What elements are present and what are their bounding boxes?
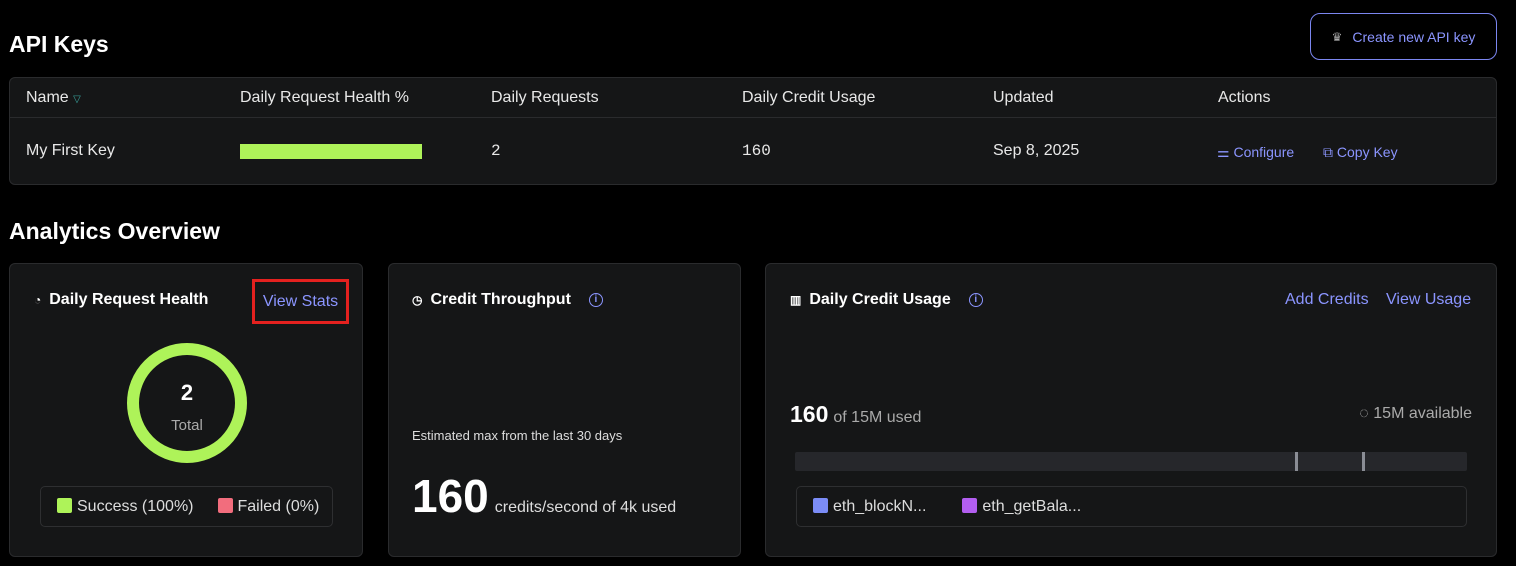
health-legend: Success (100%) Failed (0%) [40,486,333,527]
health-title: ◔ Daily Request Health [34,291,209,308]
info-icon[interactable]: i [588,293,603,307]
pie-chart-icon: ◔ [34,293,42,307]
configure-button[interactable]: ⚌ Configure [1217,144,1295,160]
methods-legend: eth_blockN... eth_getBala... [796,486,1467,527]
updated-date: Sep 8, 2025 [993,142,1080,159]
copy-key-button[interactable]: ⧉ Copy Key [1323,144,1398,160]
table-header: Name ▽ Daily Request Health % Daily Requ… [10,78,1496,118]
usage-marker [1295,452,1298,471]
usage-summary: 160 of 15M used [790,401,922,427]
column-actions: Actions [1218,89,1271,106]
legend-failed: Failed (0%) [217,497,319,516]
bar-chart-icon: ▥ [790,293,802,307]
total-count: 2 [180,380,194,405]
gauge-icon: ◷ [412,293,423,307]
throughput-value: 160 credits/second of 4k used [412,470,677,522]
analytics-title: Analytics Overview [9,218,220,244]
legend-method: eth_blockN... [813,497,926,516]
column-health: Daily Request Health % [240,89,409,106]
health-bar [240,144,422,159]
create-api-key-button[interactable]: ♛ Create new API key [1310,13,1497,60]
usage-marker [1362,452,1365,471]
sliders-icon: ⚌ [1217,144,1230,160]
api-keys-table: Name ▽ Daily Request Health % Daily Requ… [9,77,1497,185]
column-name[interactable]: Name ▽ [26,89,81,106]
copy-icon: ⧉ [1323,144,1333,160]
daily-credit-usage: 160 [742,142,771,160]
daily-requests: 2 [491,142,501,160]
view-usage-link[interactable]: View Usage [1386,291,1472,308]
gauge-icon: ◌ [1359,405,1369,422]
credit-throughput-card: ◷ Credit Throughput i Estimated max from t… [388,263,741,557]
available-credits: ◌ 15M available [1359,405,1472,422]
column-requests: Daily Requests [491,89,599,106]
page-title: API Keys [9,31,109,57]
daily-request-health-card: ◔ Daily Request Health View Stats 2 Total… [9,263,363,557]
view-stats-link[interactable]: View Stats [252,279,349,324]
info-icon[interactable]: i [968,293,983,307]
legend-method: eth_getBala... [962,497,1081,516]
usage-bar [795,452,1467,471]
key-name[interactable]: My First Key [26,142,115,159]
legend-success: Success (100%) [57,497,194,516]
total-label: Total [171,417,203,434]
donut-success-ring [127,343,247,463]
usage-title: ▥ Daily Credit Usage i [790,291,983,309]
sort-icon: ▽ [73,94,81,105]
crown-icon: ♛ [1331,29,1343,44]
daily-credit-usage-card: ▥ Daily Credit Usage i Add Credits View Us… [765,263,1497,557]
column-credit-usage: Daily Credit Usage [742,89,876,106]
column-updated: Updated [993,89,1054,106]
add-credits-link[interactable]: Add Credits [1285,291,1369,308]
throughput-caption: Estimated max from the last 30 days [412,428,623,443]
create-api-key-label: Create new API key [1352,28,1476,45]
health-donut [127,343,247,463]
throughput-title: ◷ Credit Throughput i [412,291,603,309]
